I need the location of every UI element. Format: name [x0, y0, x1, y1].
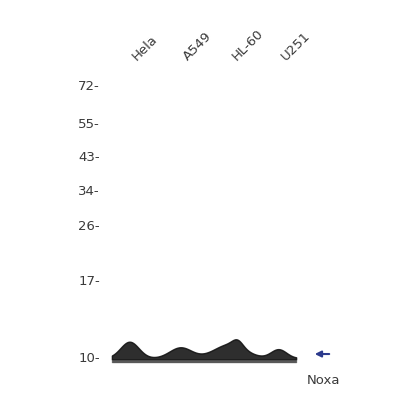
Text: 10-: 10-	[78, 352, 100, 364]
Text: U251: U251	[278, 29, 312, 63]
Text: 26-: 26-	[78, 220, 100, 233]
Text: 72-: 72-	[78, 80, 100, 93]
Text: HL-60: HL-60	[230, 26, 266, 63]
Text: 34-: 34-	[78, 185, 100, 198]
FancyArrowPatch shape	[317, 352, 329, 356]
Text: 43-: 43-	[78, 150, 100, 164]
Text: Hela: Hela	[130, 32, 160, 63]
Text: 17-: 17-	[78, 274, 100, 288]
Text: Noxa: Noxa	[307, 374, 341, 387]
Text: 55-: 55-	[78, 118, 100, 130]
Text: A549: A549	[180, 29, 214, 63]
